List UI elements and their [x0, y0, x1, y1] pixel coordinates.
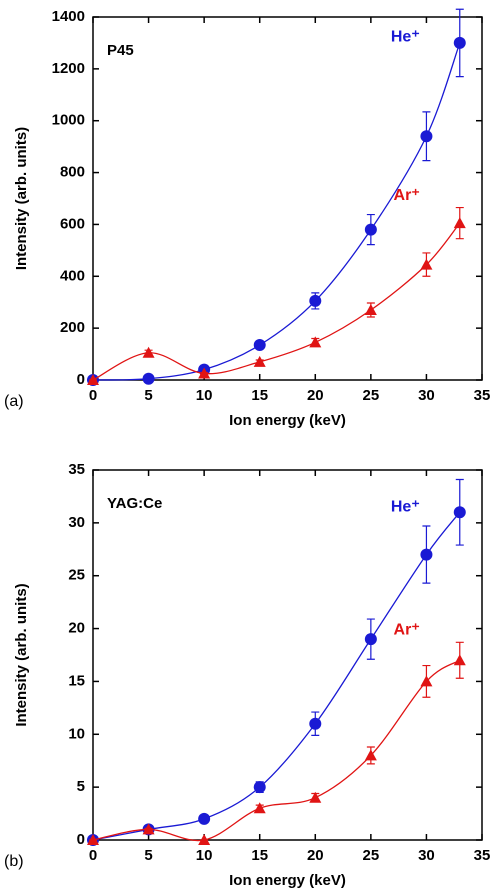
- x-axis-label: Ion energy (keV): [229, 412, 346, 429]
- data-point: [142, 346, 155, 358]
- data-point: [253, 802, 266, 814]
- data-point: [420, 675, 433, 687]
- y-axis-label: Intensity (arb. units): [13, 583, 30, 726]
- x-tick-label: 15: [251, 847, 268, 864]
- y-tick-label: 1400: [52, 8, 85, 25]
- data-point: [87, 834, 99, 845]
- data-point: [453, 36, 466, 49]
- x-tick-label: 5: [144, 387, 152, 404]
- plot-frame: [92, 16, 483, 381]
- x-tick-label: 15: [251, 387, 268, 404]
- fit-curve: [92, 511, 461, 841]
- plot-frame: [92, 469, 483, 841]
- data-point: [142, 372, 155, 385]
- fit-curve: [92, 42, 461, 381]
- data-point: [87, 374, 99, 385]
- y-tick-label: 20: [68, 620, 85, 637]
- x-axis-label: Ion energy (keV): [229, 872, 346, 889]
- data-point: [364, 303, 377, 315]
- data-point: [364, 749, 377, 761]
- data-point: [420, 258, 433, 270]
- data-point: [198, 367, 211, 379]
- legend-label: He⁺: [391, 499, 420, 516]
- x-tick-label: 35: [474, 387, 491, 404]
- data-point: [253, 338, 266, 351]
- x-tick-label: 20: [307, 847, 324, 864]
- y-axis-label: Intensity (arb. units): [13, 127, 30, 270]
- x-tick-label: 10: [196, 387, 213, 404]
- x-tick-label: 30: [418, 847, 435, 864]
- legend-label: Ar⁺: [394, 187, 420, 204]
- fit-curve: [92, 659, 461, 842]
- data-point: [198, 834, 211, 845]
- x-tick-label: 30: [418, 387, 435, 404]
- data-point: [453, 217, 466, 229]
- data-point: [309, 336, 322, 348]
- x-tick-label: 5: [144, 847, 152, 864]
- y-tick-label: 200: [60, 319, 85, 336]
- y-tick-label: 5: [77, 778, 85, 795]
- y-tick-label: 400: [60, 267, 85, 284]
- data-point: [420, 548, 433, 561]
- x-tick-label: 20: [307, 387, 324, 404]
- data-point: [142, 823, 155, 835]
- x-tick-label: 10: [196, 847, 213, 864]
- y-tick-label: 30: [68, 514, 85, 531]
- data-point: [309, 791, 322, 803]
- chart-title: P45: [107, 42, 134, 59]
- y-tick-label: 0: [77, 831, 85, 848]
- panel-label: (b): [4, 853, 24, 870]
- data-point: [420, 130, 433, 143]
- y-tick-label: 800: [60, 164, 85, 181]
- data-point: [253, 355, 266, 367]
- y-tick-label: 15: [68, 672, 85, 689]
- data-point: [453, 654, 466, 666]
- data-point: [309, 294, 322, 307]
- legend-label: He⁺: [391, 28, 420, 45]
- x-tick-label: 25: [363, 847, 380, 864]
- x-tick-label: 25: [363, 387, 380, 404]
- y-tick-label: 600: [60, 215, 85, 232]
- y-tick-label: 25: [68, 567, 85, 584]
- x-tick-label: 35: [474, 847, 491, 864]
- y-tick-label: 1000: [52, 112, 85, 129]
- legend-label: Ar⁺: [394, 622, 420, 639]
- x-tick-label: 0: [89, 387, 97, 404]
- x-tick-label: 0: [89, 847, 97, 864]
- chart-title: YAG:Ce: [107, 495, 162, 512]
- data-point: [198, 812, 211, 825]
- data-point: [309, 717, 322, 730]
- y-tick-label: 0: [77, 371, 85, 388]
- data-point: [364, 633, 377, 646]
- y-tick-label: 35: [68, 461, 85, 478]
- data-point: [453, 506, 466, 519]
- y-tick-label: 1200: [52, 60, 85, 77]
- data-point: [364, 223, 377, 236]
- y-tick-label: 10: [68, 725, 85, 742]
- panel-label: (a): [4, 393, 24, 410]
- data-point: [253, 781, 266, 794]
